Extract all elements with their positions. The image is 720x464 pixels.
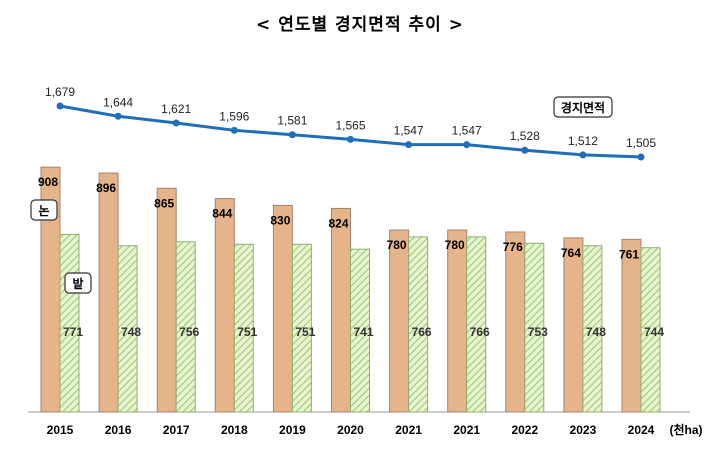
paddy-legend-box xyxy=(30,199,58,221)
bar-paddy xyxy=(214,198,235,413)
bar-paddy xyxy=(621,238,642,413)
line-point xyxy=(56,102,64,110)
bar-paddy xyxy=(389,229,410,413)
upland-value-label: 751 xyxy=(237,325,257,339)
upland-value-label: 748 xyxy=(121,325,141,339)
total-value-label: 1,547 xyxy=(452,124,482,138)
x-tick-label: 2015 xyxy=(47,423,74,437)
bar-upland xyxy=(640,247,661,413)
line-point xyxy=(405,141,413,149)
total-value-label: 1,565 xyxy=(335,118,365,132)
upland-legend-label: 밭 xyxy=(72,276,83,291)
x-tick-label: 2023 xyxy=(570,423,597,437)
bar-paddy xyxy=(563,237,584,413)
total-value-label: 1,581 xyxy=(277,114,307,128)
x-tick-label: 2019 xyxy=(279,423,306,437)
total-value-label: 1,679 xyxy=(45,85,75,99)
paddy-value-label: 896 xyxy=(96,181,116,195)
line-point xyxy=(230,126,238,134)
upland-value-label: 766 xyxy=(412,325,432,339)
paddy-value-label: 865 xyxy=(154,196,174,210)
bar-paddy xyxy=(98,172,119,413)
bar-upland xyxy=(408,236,429,413)
upland-value-label: 771 xyxy=(63,325,83,339)
total-value-label: 1,547 xyxy=(394,124,424,138)
paddy-value-label: 830 xyxy=(270,213,290,227)
upland-value-label: 741 xyxy=(353,325,373,339)
bar-upland xyxy=(59,233,80,413)
bar-upland xyxy=(350,248,370,413)
total-value-label: 1,512 xyxy=(568,134,598,148)
bar-paddy xyxy=(272,204,293,413)
paddy-value-label: 780 xyxy=(445,238,465,252)
paddy-value-label: 908 xyxy=(38,175,58,189)
paddy-value-label: 776 xyxy=(503,240,523,254)
upland-value-label: 744 xyxy=(644,325,664,339)
bar-upland xyxy=(291,243,312,413)
bar-paddy xyxy=(156,187,177,413)
total-value-label: 1,505 xyxy=(626,136,656,150)
total-value-label: 1,528 xyxy=(510,129,540,143)
line-point xyxy=(172,119,180,127)
upland-value-label: 756 xyxy=(179,325,199,339)
total-value-label: 1,644 xyxy=(103,95,133,109)
x-tick-label: 2018 xyxy=(221,423,248,437)
paddy-legend-label: 논 xyxy=(38,204,49,218)
unit-label: (천ha) xyxy=(669,422,702,437)
line-point xyxy=(463,141,471,149)
bar-paddy xyxy=(447,229,468,413)
bar-upland xyxy=(175,241,196,413)
x-tick-label: 2024 xyxy=(628,423,655,437)
x-tick-label: 2021 xyxy=(395,423,422,437)
paddy-value-label: 764 xyxy=(561,246,581,260)
bar-paddy xyxy=(505,231,526,413)
x-tick-label: 2021 xyxy=(453,423,480,437)
total-value-label: 1,596 xyxy=(219,109,249,123)
upland-legend-box xyxy=(64,272,92,294)
paddy-value-label: 824 xyxy=(328,216,348,230)
x-tick-label: 2022 xyxy=(511,423,538,437)
bar-upland xyxy=(117,245,138,413)
line-point xyxy=(288,131,296,139)
upland-value-label: 766 xyxy=(470,325,490,339)
paddy-value-label: 844 xyxy=(212,207,232,221)
line-point xyxy=(521,146,529,154)
x-tick-label: 2016 xyxy=(105,423,132,437)
x-tick-label: 2017 xyxy=(163,423,190,437)
paddy-value-label: 780 xyxy=(387,238,407,252)
upland-value-label: 753 xyxy=(528,325,548,339)
total-legend-label: 경지면적 xyxy=(561,100,605,115)
bar-upland xyxy=(582,245,603,413)
chart-title: < 연도별 경지면적 추이 > xyxy=(256,15,464,35)
upland-value-label: 748 xyxy=(586,325,606,339)
bar-upland xyxy=(466,236,487,413)
bar-upland xyxy=(524,242,545,413)
total-value-label: 1,621 xyxy=(161,102,191,116)
total-legend-box xyxy=(553,96,613,118)
bar-upland xyxy=(233,243,254,413)
line-point xyxy=(579,151,587,159)
line-point xyxy=(637,153,645,161)
paddy-value-label: 761 xyxy=(619,247,639,261)
line-point xyxy=(347,135,354,143)
line-point xyxy=(114,112,122,120)
upland-value-label: 751 xyxy=(295,325,315,339)
bar-paddy xyxy=(331,207,351,413)
x-tick-label: 2020 xyxy=(337,423,364,437)
